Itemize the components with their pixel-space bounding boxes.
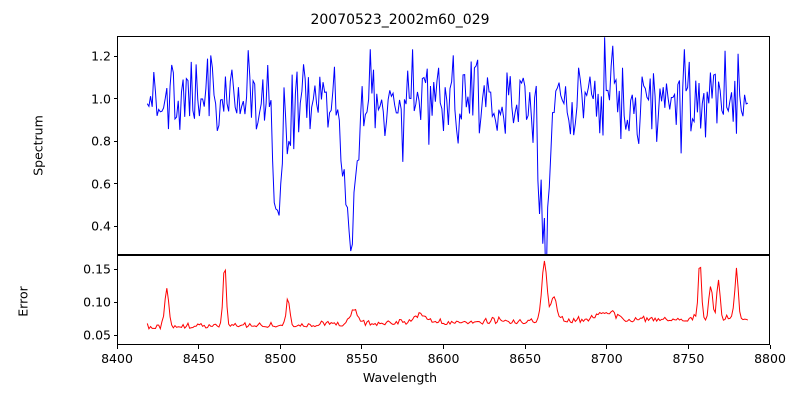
xtick-label: 8500 <box>264 351 297 366</box>
xtick-label: 8700 <box>590 351 623 366</box>
ytick-label: 1.2 <box>91 48 111 64</box>
ytick-mark <box>113 334 117 336</box>
page-title: 20070523_2002m60_029 <box>310 12 490 28</box>
ytick-label: 0.05 <box>83 327 111 343</box>
ytick-mark <box>113 225 117 227</box>
ytick-mark <box>113 98 117 100</box>
ytick-mark <box>113 140 117 142</box>
wavelength-axis-label: Wavelength <box>362 370 438 385</box>
ytick-label: 0.4 <box>91 218 111 234</box>
xtick-mark <box>769 345 771 349</box>
xtick-label: 8750 <box>672 351 705 366</box>
error-plot-area <box>117 255 770 345</box>
xtick-label: 8450 <box>182 351 215 366</box>
spectrum-line-series <box>118 37 769 254</box>
xtick-mark <box>687 345 689 349</box>
xtick-label: 8800 <box>754 351 786 366</box>
ytick-mark <box>113 55 117 57</box>
error-line-series <box>118 256 769 344</box>
ytick-label: 0.15 <box>83 261 111 277</box>
xtick-label: 8400 <box>101 351 133 366</box>
ytick-mark <box>113 183 117 185</box>
xtick-mark <box>279 345 281 349</box>
xtick-mark <box>443 345 445 349</box>
ytick-label: 1.0 <box>91 91 111 107</box>
spectrum-axis-label: Spectrum <box>30 115 46 176</box>
spectrum-plot-area <box>117 36 770 255</box>
ytick-label: 0.6 <box>91 176 111 192</box>
xtick-mark <box>606 345 608 349</box>
error-axis-label: Error <box>15 286 31 317</box>
ytick-mark <box>113 301 117 303</box>
ytick-label: 0.10 <box>83 294 111 310</box>
xtick-label: 8550 <box>345 351 378 366</box>
xtick-label: 8650 <box>509 351 542 366</box>
xtick-mark <box>524 345 526 349</box>
xtick-mark <box>116 345 118 349</box>
ytick-label: 0.8 <box>91 133 111 149</box>
xtick-mark <box>198 345 200 349</box>
ytick-mark <box>113 268 117 271</box>
xtick-label: 8600 <box>427 351 460 366</box>
xtick-mark <box>361 345 363 349</box>
